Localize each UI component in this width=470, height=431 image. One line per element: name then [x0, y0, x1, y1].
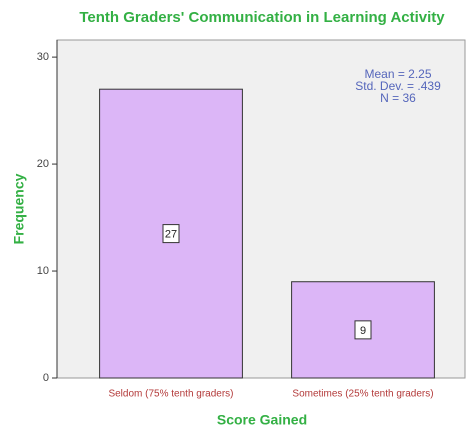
data-label-box — [162, 224, 180, 244]
x-tick-label: Seldom (75% tenth graders) — [108, 389, 233, 400]
stat-annotation: Std. Dev. = .439 — [355, 79, 441, 93]
x-axis-label: Score Gained — [217, 412, 307, 428]
data-label: 9 — [360, 325, 366, 337]
y-tick-label: 30 — [37, 51, 49, 63]
stat-annotation: N = 36 — [380, 91, 416, 105]
chart-title: Tenth Graders' Communication in Learning… — [79, 9, 445, 26]
y-tick-label: 0 — [43, 372, 49, 384]
y-tick-label: 20 — [37, 158, 49, 170]
x-tick-label: Sometimes (25% tenth graders) — [292, 389, 433, 400]
stat-annotation: Mean = 2.25 — [364, 67, 431, 81]
y-tick-label: 10 — [37, 265, 49, 277]
data-label: 27 — [165, 229, 177, 241]
y-axis-label: Frequency — [11, 173, 27, 244]
data-label-box — [354, 320, 372, 340]
